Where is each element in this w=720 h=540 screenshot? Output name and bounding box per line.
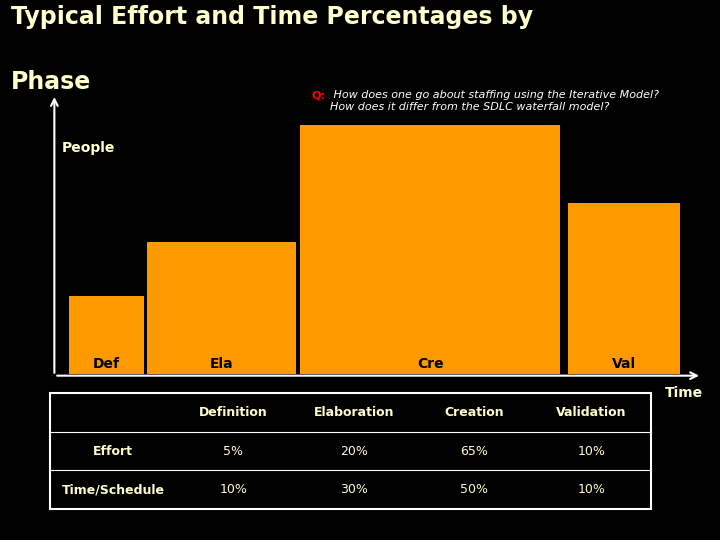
- Text: Q:: Q:: [311, 90, 325, 100]
- Text: Def: Def: [93, 357, 120, 371]
- Bar: [568, 203, 680, 374]
- Text: 30%: 30%: [340, 483, 368, 496]
- Text: People: People: [62, 141, 115, 155]
- Text: 10%: 10%: [220, 483, 247, 496]
- Text: Val: Val: [612, 357, 636, 371]
- Text: Elaboration: Elaboration: [313, 406, 394, 419]
- Text: 5%: 5%: [223, 444, 243, 457]
- Text: 20%: 20%: [340, 444, 368, 457]
- Text: 10%: 10%: [577, 483, 606, 496]
- FancyBboxPatch shape: [50, 393, 652, 509]
- Text: Time: Time: [665, 386, 703, 400]
- Text: Creation: Creation: [444, 406, 504, 419]
- Bar: [300, 125, 560, 374]
- Text: Typical Effort and Time Percentages by: Typical Effort and Time Percentages by: [11, 5, 533, 29]
- Text: Effort: Effort: [93, 444, 133, 457]
- Bar: [69, 296, 144, 374]
- Text: Cre: Cre: [417, 357, 444, 371]
- Text: Ela: Ela: [210, 357, 233, 371]
- Text: Definition: Definition: [199, 406, 268, 419]
- Text: Phase: Phase: [11, 70, 91, 94]
- Text: 10%: 10%: [577, 444, 606, 457]
- Bar: [148, 242, 296, 374]
- Text: 65%: 65%: [460, 444, 488, 457]
- Text: 50%: 50%: [460, 483, 488, 496]
- Text: How does one go about staffing using the Iterative Model?
How does it differ fro: How does one go about staffing using the…: [330, 90, 659, 112]
- Text: Time/Schedule: Time/Schedule: [61, 483, 164, 496]
- Text: Validation: Validation: [556, 406, 626, 419]
